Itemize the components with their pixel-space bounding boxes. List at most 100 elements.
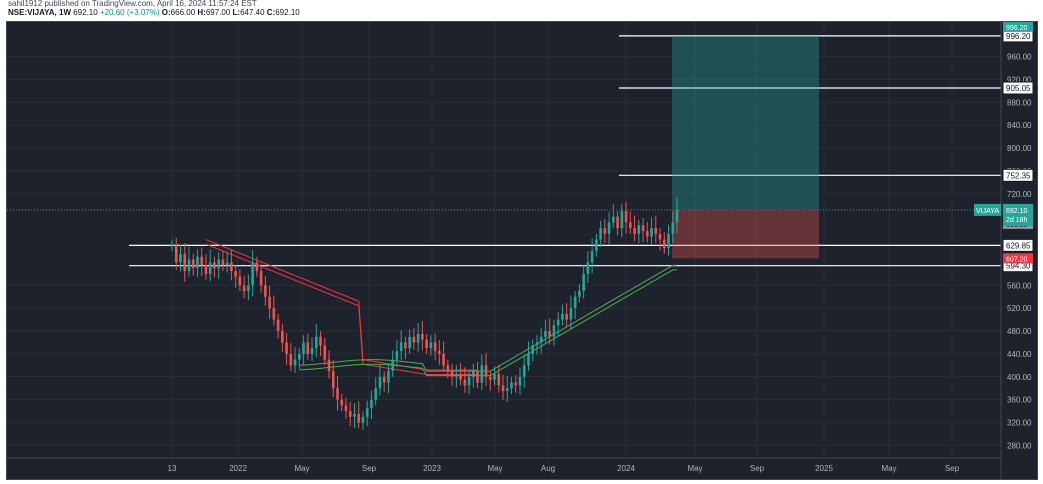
symbol-ohlc-line: NSE:VIJAYA, 1W 692.10 +20.60 (+3.07%) O:… (8, 8, 300, 18)
candle-body (298, 353, 301, 360)
candle-body (238, 276, 242, 286)
price-tick-label: 840.00 (1007, 121, 1032, 130)
candle-body (590, 251, 594, 263)
low-value: 647.40 (240, 8, 265, 17)
price-tick-label: 320.00 (1007, 419, 1032, 428)
candle-body (472, 371, 475, 377)
candle-body (174, 245, 178, 263)
time-tick-label: 2022 (229, 464, 247, 473)
bearish-ma-upper (205, 239, 478, 371)
candle-body (361, 416, 365, 423)
position-profit-zone (672, 35, 819, 210)
grid (7, 22, 1001, 458)
candle-body (374, 388, 377, 400)
candle-body (455, 373, 458, 377)
symbol-label: NSE:VIJAYA, 1W (8, 8, 71, 17)
candle-body (662, 239, 666, 249)
candle-body (293, 359, 297, 366)
candle-body (421, 333, 424, 340)
candle-body (387, 371, 390, 383)
candle-body (569, 308, 573, 320)
candle-body (548, 331, 551, 337)
chart-header: sahil1912 published on TradingView.com, … (0, 0, 1043, 20)
candle-body (641, 225, 645, 231)
candle-body (624, 210, 628, 223)
candle-body (612, 216, 615, 223)
long-position-tool[interactable] (672, 35, 819, 259)
close-value: 692.10 (275, 8, 300, 17)
candle-body (425, 339, 428, 349)
symbol-name-label: VIJAYA (976, 208, 999, 215)
position-price-label: 607.20 (1006, 256, 1028, 263)
level-price-label: 629.85 (1006, 241, 1031, 250)
candle-body (671, 222, 675, 234)
price-tick-label: 560.00 (1007, 281, 1032, 290)
candle-body (463, 379, 467, 386)
candle-body (191, 259, 195, 269)
candle-body (416, 333, 420, 343)
time-tick-label: May (687, 464, 702, 473)
candle-body (187, 259, 191, 272)
bullish-ma-upper (299, 264, 678, 372)
candle-body (505, 388, 509, 392)
candle-body (582, 273, 585, 292)
high-label: H: (197, 8, 206, 17)
candle-body (675, 209, 679, 223)
publisher-line: sahil1912 published on TradingView.com, … (8, 0, 257, 8)
position-price-tag (1003, 253, 1033, 264)
time-tick-label: 13 (168, 464, 177, 473)
symbol-price-label: 692.10 (1006, 208, 1028, 215)
candle-body (488, 376, 492, 380)
time-tick-label: Sep (750, 464, 765, 473)
candle-body (213, 262, 216, 269)
candle-body (552, 325, 556, 337)
time-tick-label: Aug (541, 464, 555, 473)
candle-body (285, 342, 288, 354)
price-axis: 280.00 320.00 360.00 400.00 440.00 480.00 520.… (974, 21, 1034, 479)
candle-body (497, 373, 501, 386)
open-value: 666.00 (170, 8, 196, 17)
candle-body (561, 313, 564, 320)
candle-body (522, 365, 526, 377)
candle-body (616, 216, 619, 229)
candle-body (336, 388, 339, 400)
countdown-label: 2d 18h (1006, 217, 1028, 224)
candle-body (442, 353, 445, 366)
price-chart-svg[interactable]: 280.00 320.00 360.00 400.00 440.00 480.00 520.… (7, 21, 1037, 479)
candle-body (276, 319, 280, 332)
time-tick-label: Sep (945, 464, 960, 473)
level-price-tag (1002, 81, 1034, 95)
candle-body (281, 331, 284, 343)
candle-body (480, 365, 484, 383)
candle-body (344, 405, 348, 412)
candle-body (404, 342, 407, 349)
candle-body (264, 285, 267, 297)
candle-body (272, 308, 276, 320)
level-price-tag (1002, 168, 1034, 182)
candle-body (527, 353, 530, 366)
candle-body (446, 365, 450, 372)
time-tick-label: May (881, 464, 896, 473)
horizontal-levels (7, 35, 1001, 267)
candle-body (259, 271, 263, 286)
candle-body (323, 345, 327, 360)
chart-pane[interactable]: 280.00 320.00 360.00 400.00 440.00 480.00 520.… (6, 21, 1038, 480)
candle-body (399, 342, 403, 352)
candle-body (467, 376, 471, 386)
level-price-label: 752.35 (1006, 171, 1031, 180)
time-tick-label: 2025 (815, 464, 833, 473)
level-price-label: 905.05 (1006, 84, 1031, 93)
candle-body (586, 262, 590, 274)
candle-body (370, 399, 373, 409)
candle-body (319, 336, 322, 346)
candle-body (268, 296, 271, 309)
candle-body (391, 359, 394, 372)
price-tick-label: 480.00 (1007, 327, 1032, 336)
candle-body (607, 222, 611, 234)
candle-body (225, 262, 229, 266)
candle-body (382, 376, 386, 383)
level-price-tag (1002, 238, 1034, 252)
open-label: O: (161, 8, 171, 17)
candle-body (255, 262, 259, 272)
time-tick-label: 2023 (423, 464, 441, 473)
